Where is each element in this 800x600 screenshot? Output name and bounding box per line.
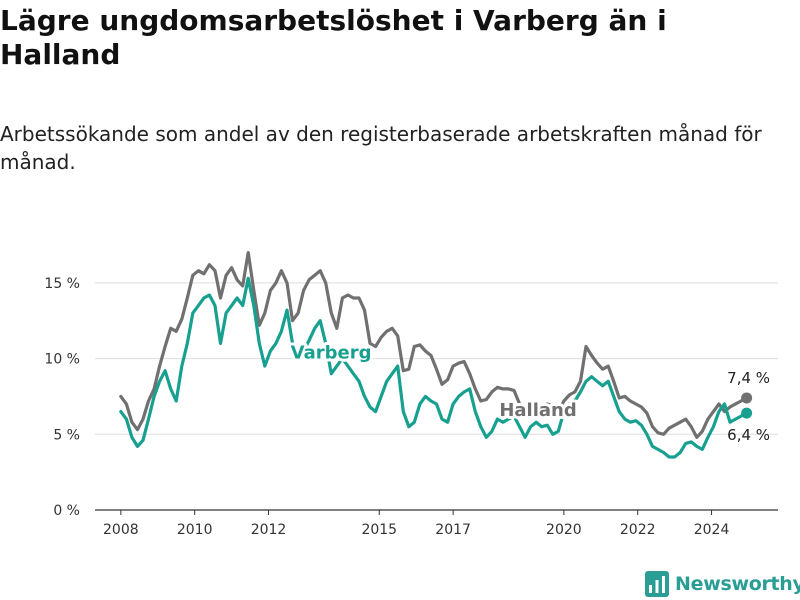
series-name-label-halland: Halland bbox=[499, 400, 576, 421]
page-title: Lägre ungdomsarbetslöshet i Varberg än i… bbox=[0, 4, 667, 71]
x-tick-label: 2008 bbox=[103, 522, 139, 538]
x-tick-label: 2010 bbox=[177, 522, 213, 538]
x-tick-label: 2024 bbox=[694, 522, 730, 538]
x-tick-label: 2017 bbox=[435, 522, 471, 538]
series-name-label-varberg: Varberg bbox=[291, 343, 372, 364]
label-layer: 7,4 % 6,4 % Varberg Halland bbox=[288, 340, 770, 445]
series-layer bbox=[119, 251, 753, 459]
x-tick-label: 2015 bbox=[361, 522, 397, 538]
series-endpoint-halland bbox=[741, 392, 753, 404]
x-tick-label: 2012 bbox=[251, 522, 287, 538]
y-tick-label: 10 % bbox=[44, 352, 80, 368]
y-tick-label: 5 % bbox=[53, 427, 80, 443]
y-tick-label: 0 % bbox=[53, 503, 80, 519]
x-tick-label: 2022 bbox=[620, 522, 656, 538]
series-line-varberg bbox=[119, 276, 749, 459]
newsworthy-logo-icon bbox=[645, 571, 669, 597]
axis-layer: 0 % 5 % 10 % 15 % 2008 2010 2012 2015 2017 2020 20… bbox=[44, 276, 729, 538]
series-line-halland bbox=[119, 251, 749, 439]
series-endpoint-varberg bbox=[741, 407, 753, 419]
brand-logo: Newsworthy bbox=[645, 568, 800, 600]
brand-name: Newsworthy bbox=[675, 573, 800, 595]
series-end-label-halland: 7,4 % bbox=[727, 369, 770, 387]
y-tick-label: 15 % bbox=[44, 276, 80, 292]
grid-layer bbox=[95, 282, 778, 511]
page-subtitle: Arbetssökande som andel av den registerb… bbox=[0, 122, 762, 174]
x-tick-label: 2020 bbox=[546, 522, 582, 538]
series-end-label-varberg: 6,4 % bbox=[727, 426, 770, 444]
